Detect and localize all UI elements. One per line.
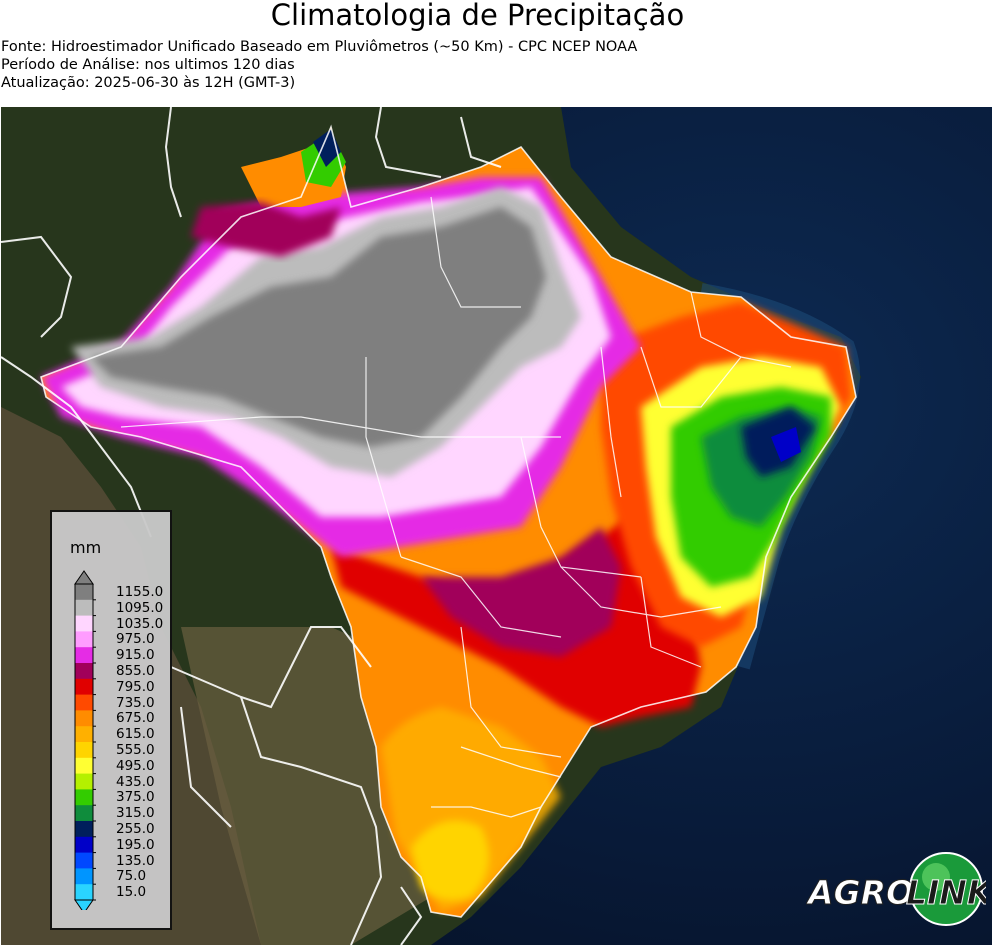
colorbar-swatch xyxy=(75,631,93,648)
colorbar-tick-label: 855.0 xyxy=(116,663,155,679)
colorbar-tick-label: 795.0 xyxy=(116,678,155,695)
colorbar-swatch xyxy=(75,868,93,885)
colorbar-tick-label: 435.0 xyxy=(116,773,155,790)
map-title: Climatologia de Precipitação xyxy=(270,0,685,32)
svg-text:AGRO: AGRO xyxy=(806,873,914,912)
colorbar-swatch xyxy=(75,742,93,759)
period-line: Período de Análise: nos ultimos 120 dias xyxy=(1,57,295,73)
colorbar-tick-label: 1155.0 xyxy=(116,584,164,600)
colorbar-tick-label: 1095.0 xyxy=(116,599,164,616)
colorbar xyxy=(74,570,96,910)
colorbar-swatch xyxy=(75,884,93,901)
colorbar-swatch xyxy=(75,663,93,680)
colorbar-tick-label: 75.0 xyxy=(116,868,147,885)
colorbar-tick-label: 1035.0 xyxy=(116,615,164,632)
legend-unit: mm xyxy=(70,538,102,557)
colorbar-swatch xyxy=(75,789,93,806)
colorbar-swatch xyxy=(75,694,93,711)
source-line: Fonte: Hidroestimador Unificado Baseado … xyxy=(1,39,638,55)
colorbar-swatch xyxy=(75,615,93,632)
colorbar-swatch xyxy=(75,678,93,696)
colorbar-tick-label: 195.0 xyxy=(116,836,155,853)
state-borders xyxy=(40,124,857,918)
colorbar-tick-label: 675.0 xyxy=(116,710,155,727)
colorbar-tick-label: 915.0 xyxy=(116,647,155,664)
colorbar-swatch xyxy=(75,773,93,790)
colorbar-tick-label: 255.0 xyxy=(116,821,155,837)
colorbar-swatch xyxy=(75,710,93,727)
colorbar-swatch xyxy=(75,821,93,838)
colorbar-swatch xyxy=(75,757,93,775)
agrolink-logo: AGRO LINK xyxy=(806,852,986,926)
precipitation-field xyxy=(41,127,856,917)
colorbar-swatch xyxy=(75,584,93,601)
colorbar-swatch xyxy=(75,836,93,854)
colorbar-tick-label: 975.0 xyxy=(116,631,155,648)
colorbar-swatch xyxy=(75,805,93,822)
colorbar-tick-label: 495.0 xyxy=(116,757,155,774)
colorbar-tick-label: 15.0 xyxy=(116,884,147,901)
country-borders xyxy=(1,107,502,945)
legend-panel xyxy=(50,510,172,930)
colorbar-swatch xyxy=(75,647,93,664)
colorbar-max-arrow xyxy=(74,570,94,585)
svg-text:LINK: LINK xyxy=(906,873,986,912)
colorbar-tick-label: 375.0 xyxy=(116,789,155,806)
updated-line: Atualização: 2025-06-30 às 12H (GMT-3) xyxy=(1,75,296,91)
colorbar-tick-label: 735.0 xyxy=(116,694,155,711)
colorbar-tick-label: 555.0 xyxy=(116,742,155,758)
colorbar-tick-label: 135.0 xyxy=(116,852,155,869)
colorbar-min-arrow xyxy=(74,899,94,910)
colorbar-swatch xyxy=(75,726,93,743)
colorbar-tick-label: 615.0 xyxy=(116,726,155,743)
colorbar-swatch xyxy=(75,599,93,617)
colorbar-swatch xyxy=(75,852,93,869)
colorbar-tick-label: 315.0 xyxy=(116,805,155,822)
